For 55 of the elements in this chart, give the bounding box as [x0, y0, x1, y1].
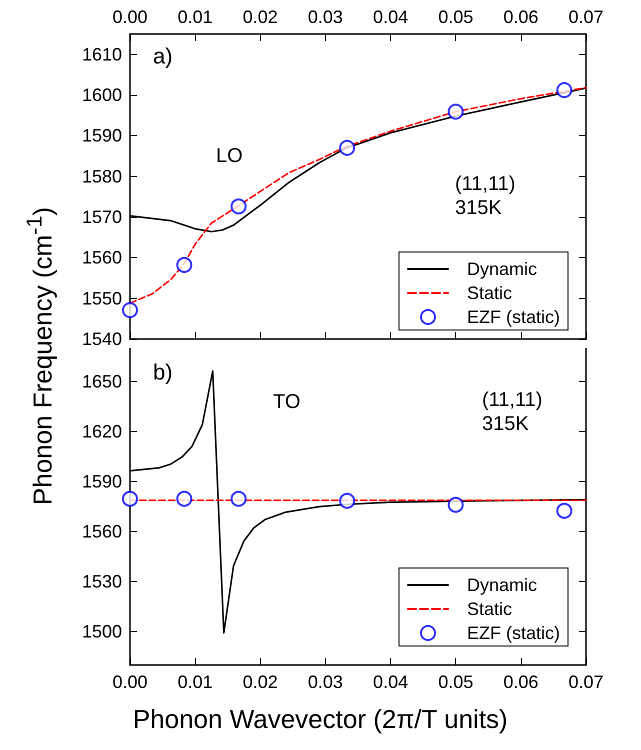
annotation: (11,11) 315K — [455, 173, 516, 219]
legend-label: Dynamic — [467, 575, 538, 595]
x2-tick-label: 0.06 — [503, 7, 538, 27]
y-tick-label: 1650 — [82, 371, 122, 392]
point — [230, 198, 247, 214]
x2-tick-label: 0.04 — [373, 7, 408, 27]
x-tick-label: 0.01 — [178, 672, 213, 692]
y-tick-label: 1500 — [82, 622, 122, 642]
x-tick-label: 0.03 — [308, 672, 343, 692]
x-tick-label: 0.02 — [242, 672, 278, 692]
point — [176, 256, 192, 273]
point — [448, 104, 464, 120]
annotation: (11,11) 315K — [482, 389, 542, 435]
y-tick-label: 1610 — [82, 44, 122, 64]
x2-tick-label: 0.00 — [112, 7, 148, 27]
point — [122, 302, 138, 318]
annotation: LO — [216, 145, 243, 167]
text: b) — [153, 360, 173, 384]
x2-tick-label: 0.02 — [242, 7, 278, 27]
y-tick-label: 1580 — [82, 166, 122, 186]
point — [339, 492, 356, 509]
annotation: TO — [273, 391, 300, 413]
point — [339, 140, 356, 156]
legend-label: Dynamic — [467, 259, 538, 279]
y-tick-label: 1550 — [82, 288, 122, 308]
y-tick-label: 1570 — [82, 207, 122, 227]
point — [556, 502, 572, 519]
legend-label: EZF (static) — [467, 623, 560, 643]
point — [122, 490, 138, 507]
point — [448, 496, 464, 513]
y-tick-label: 1560 — [82, 522, 122, 542]
x2-tick-label: 0.01 — [178, 7, 213, 27]
legend-label: EZF (static) — [467, 307, 560, 327]
x-tick-label: 0.07 — [568, 672, 604, 692]
x-axis-title: Phonon Wavevector (2π/T units) — [132, 704, 508, 734]
y-tick-label: 1530 — [82, 572, 122, 592]
point — [230, 490, 247, 507]
x-tick-label: 0.04 — [373, 672, 408, 692]
x-tick-label: 0.06 — [503, 672, 538, 692]
y-tick-label: 1590 — [82, 126, 122, 146]
y-tick-label: 1590 — [82, 471, 122, 492]
y-tick-label: 1540 — [82, 329, 122, 349]
x-tick-label: 0.00 — [112, 672, 148, 692]
y-tick-label: 1560 — [82, 248, 122, 268]
chart-title: a) — [153, 44, 173, 68]
x2-tick-label: 0.03 — [308, 7, 343, 27]
y-tick-label: 1600 — [82, 85, 122, 105]
y-tick-label: 1620 — [82, 421, 122, 442]
point — [556, 82, 572, 98]
point — [176, 490, 192, 507]
legend-label: Static — [467, 283, 512, 303]
legend-label: Static — [467, 599, 512, 619]
x2-tick-label: 0.07 — [568, 7, 604, 27]
x2-tick-label: 0.05 — [438, 7, 474, 27]
x-tick-label: 0.05 — [438, 672, 474, 692]
